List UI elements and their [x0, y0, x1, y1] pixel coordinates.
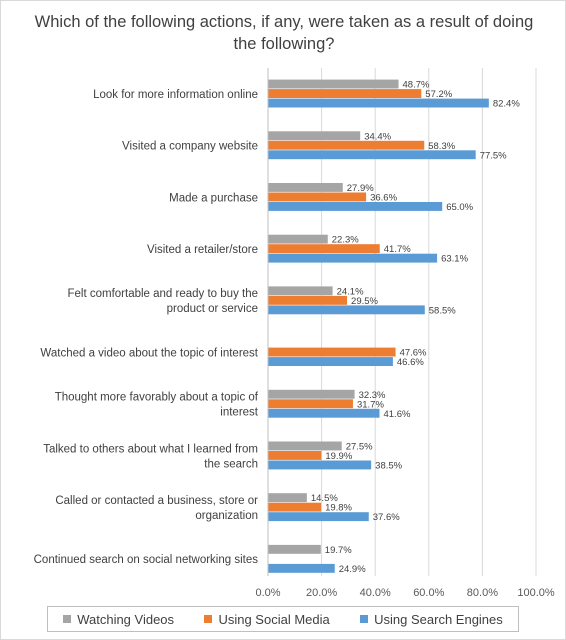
bar [268, 183, 343, 192]
data-label: 29.5% [351, 296, 378, 307]
data-label: 27.9% [347, 183, 374, 194]
chart-legend: Watching Videos Using Social Media Using S… [47, 606, 519, 632]
category-label: Felt comfortable and ready to buy the [68, 288, 259, 300]
chart-title: Which of the following actions, if any, … [34, 13, 534, 53]
legend-item: Using Search Engines [360, 612, 503, 627]
category-label: Thought more favorably about a topic of [55, 392, 259, 404]
data-label: 46.6% [397, 357, 424, 368]
data-label: 58.5% [429, 305, 456, 316]
data-label: 82.4% [493, 99, 520, 110]
category-label: Made a purchase [169, 192, 258, 204]
category-label: Visited a retailer/store [147, 244, 258, 256]
data-label: 19.7% [325, 545, 352, 556]
data-label: 34.4% [364, 131, 391, 142]
data-label: 36.6% [370, 193, 397, 204]
legend-label: Using Search Engines [374, 611, 503, 627]
data-label: 65.0% [446, 202, 473, 213]
bar [268, 244, 380, 254]
data-label: 27.5% [346, 442, 373, 453]
data-label: 58.3% [428, 141, 455, 152]
x-tick-label: 60.0% [413, 587, 444, 599]
bar [268, 493, 307, 503]
bar [268, 347, 396, 357]
bar [268, 202, 443, 211]
bar [268, 140, 425, 150]
bar-chart: 0.0% 20.0% 40.0% 60.0% 80.0% 100.0% Look for m… [34, 68, 555, 599]
bar [268, 150, 476, 160]
legend-swatch [63, 615, 72, 623]
bar [268, 451, 322, 460]
data-label: 48.7% [403, 80, 430, 91]
data-label: 37.6% [373, 512, 400, 523]
category-label: the search [204, 458, 258, 470]
x-tick-label: 20.0% [306, 587, 337, 599]
legend-label: Using Social Media [218, 611, 330, 627]
data-label: 14.5% [311, 493, 338, 504]
legend-item: Watching Videos [63, 612, 174, 627]
category-label: organization [195, 510, 258, 522]
bar [268, 408, 380, 418]
data-label: 63.1% [441, 254, 468, 265]
bar [268, 192, 367, 202]
x-tick-label: 100.0% [517, 587, 555, 599]
bar [268, 512, 369, 522]
legend-swatch [204, 615, 213, 623]
x-tick-label: 0.0% [255, 587, 280, 599]
data-label: 19.8% [325, 503, 352, 514]
bar [268, 98, 489, 108]
data-label: 24.1% [337, 286, 364, 297]
data-label: 22.3% [332, 235, 359, 246]
bar [268, 305, 425, 315]
bar [268, 460, 372, 470]
data-label: 19.9% [325, 451, 352, 462]
bar [268, 234, 328, 244]
bar [268, 286, 333, 296]
legend-item: Using Social Media [204, 611, 330, 627]
bar [268, 502, 322, 512]
category-label: Watched a video about the topic of inter… [40, 347, 258, 359]
bar [268, 295, 348, 305]
x-tick-label: 40.0% [360, 587, 391, 599]
bar [268, 253, 438, 263]
bar [268, 357, 393, 366]
bar [268, 544, 321, 554]
bar [268, 399, 353, 409]
category-label: interest [220, 407, 259, 419]
category-label: Talked to others about what I learned fr… [43, 443, 258, 455]
category-label: Visited a company website [122, 141, 258, 153]
bar [268, 79, 399, 89]
bar [268, 563, 335, 573]
category-label: Continued search on social networking si… [34, 554, 259, 566]
data-label: 41.7% [384, 244, 411, 255]
bar [268, 441, 342, 451]
data-label: 57.2% [425, 89, 452, 100]
data-label: 32.3% [359, 390, 386, 401]
data-label: 47.6% [400, 348, 427, 359]
legend-swatch [360, 615, 369, 623]
category-label: product or service [167, 303, 258, 315]
data-label: 77.5% [480, 150, 507, 161]
bar [268, 89, 422, 98]
bar [268, 389, 355, 399]
data-label: 24.9% [339, 564, 366, 575]
legend-label: Watching Videos [77, 611, 175, 627]
x-tick-label: 80.0% [467, 587, 498, 599]
category-label: Look for more information online [93, 89, 258, 101]
bar [268, 131, 361, 141]
data-label: 41.6% [383, 409, 410, 420]
category-label: Called or contacted a business, store or [55, 495, 258, 507]
data-label: 38.5% [375, 461, 402, 472]
data-label: 31.7% [357, 399, 384, 410]
